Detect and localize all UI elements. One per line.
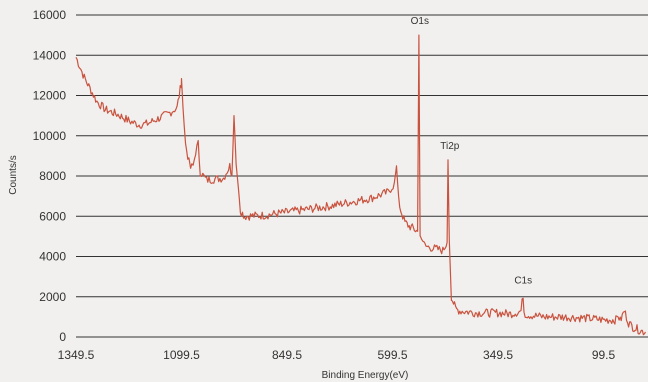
x-tick-label: 1099.5 xyxy=(163,348,200,362)
peak-label-c1s: C1s xyxy=(514,276,532,287)
y-axis-ticks: 0 2000 4000 6000 8000 10000 12000 14000 16000 xyxy=(33,8,67,344)
y-axis-title: Counts/s xyxy=(8,155,19,194)
peak-label-o1s: O1s xyxy=(411,16,429,27)
y-tick-label: 0 xyxy=(59,330,66,344)
y-tick-label: 16000 xyxy=(33,8,67,22)
x-tick-label: 349.5 xyxy=(483,348,513,362)
grid-lines xyxy=(76,14,648,338)
y-tick-label: 4000 xyxy=(39,250,66,264)
y-tick-label: 8000 xyxy=(39,169,66,183)
y-tick-label: 6000 xyxy=(39,209,66,223)
x-tick-label: 849.5 xyxy=(272,348,302,362)
y-tick-label: 12000 xyxy=(33,89,67,103)
peak-label-ti2p: Ti2p xyxy=(440,141,460,152)
x-tick-label: 1349.5 xyxy=(58,348,95,362)
y-tick-label: 14000 xyxy=(33,48,67,62)
x-tick-label: 99.5 xyxy=(592,348,616,362)
series-layer xyxy=(75,34,647,336)
x-tick-label: 599.5 xyxy=(377,348,407,362)
x-axis-title: Binding Energy(eV) xyxy=(322,370,409,381)
y-tick-label: 10000 xyxy=(33,129,67,143)
x-axis-ticks: 1349.5 1099.5 849.5 599.5 349.5 99.5 xyxy=(58,348,616,362)
y-tick-label: 2000 xyxy=(39,290,66,304)
spectrum-series-line xyxy=(75,34,647,336)
peak-annotations: O1s Ti2p C1s xyxy=(411,16,532,287)
